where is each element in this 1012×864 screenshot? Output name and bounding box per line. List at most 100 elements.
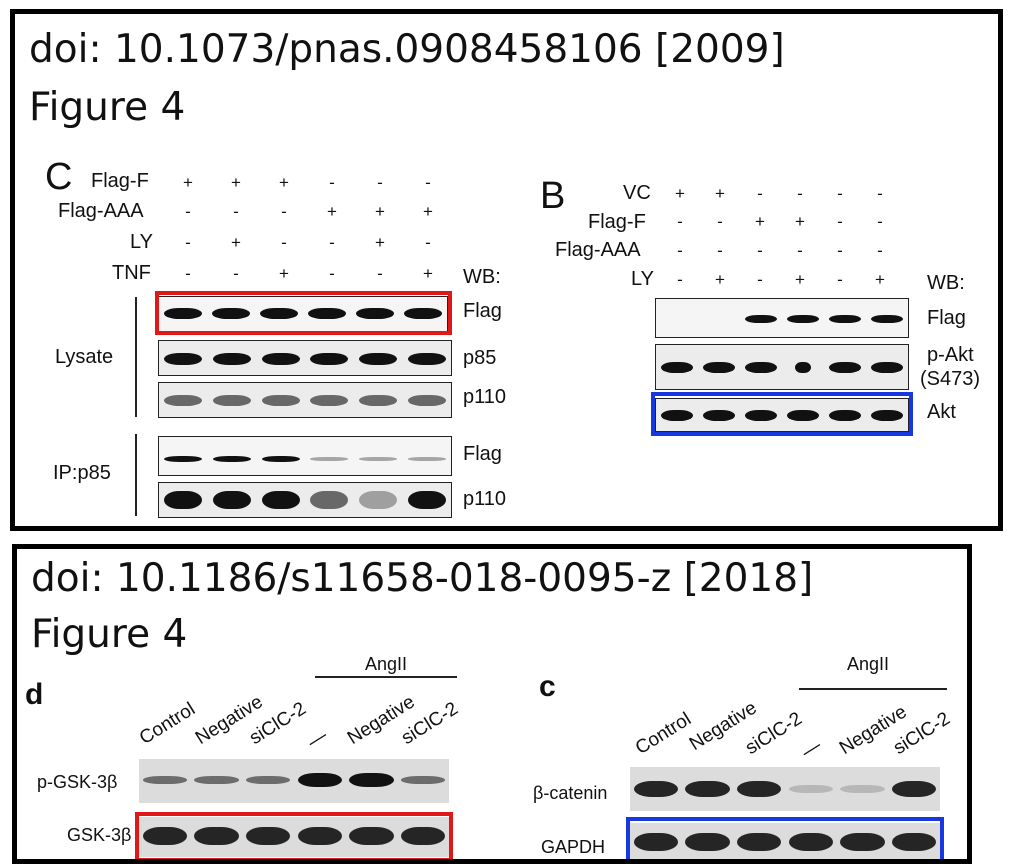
protein-band <box>261 353 300 365</box>
band-label: (S473) <box>920 368 981 390</box>
protein-band <box>744 362 778 373</box>
wb-label: WB: <box>927 272 965 294</box>
condition-sign: + <box>715 184 725 203</box>
figure-panel-2: doi: 10.1186/s11658-018-0095-z [2018] Fi… <box>12 544 972 864</box>
protein-band <box>164 456 203 462</box>
doi-citation: doi: 10.1073/pnas.0908458106 [2009] <box>29 27 785 72</box>
protein-band <box>400 776 446 784</box>
panel-letter: d <box>25 678 44 711</box>
condition-sign: - <box>677 241 683 260</box>
condition-sign: - <box>233 202 239 221</box>
protein-band <box>310 457 349 461</box>
condition-sign: - <box>877 212 883 231</box>
protein-band <box>164 353 203 365</box>
protein-band <box>736 781 782 797</box>
blot-strip <box>158 340 452 376</box>
protein-band <box>788 785 834 793</box>
protein-band <box>744 410 778 421</box>
wb-label: WB: <box>463 266 501 288</box>
highlight-box <box>626 817 944 859</box>
protein-band <box>786 315 820 323</box>
condition-sign: + <box>675 184 685 203</box>
blot-strip <box>630 767 940 811</box>
blot-strip <box>158 296 448 332</box>
condition-sign: - <box>281 202 287 221</box>
condition-label: LY <box>631 268 654 290</box>
condition-label: LY <box>130 231 153 253</box>
panel-letter: c <box>539 670 556 703</box>
protein-band <box>213 353 251 365</box>
group-label-lysate: Lysate <box>55 346 114 368</box>
protein-band <box>356 308 394 319</box>
condition-sign: - <box>757 184 763 203</box>
band-label: Flag <box>463 443 502 465</box>
condition-sign: - <box>877 241 883 260</box>
protein-band <box>744 315 778 323</box>
protein-band <box>407 395 446 406</box>
condition-sign: - <box>877 184 883 203</box>
condition-sign: + <box>423 264 433 283</box>
protein-band <box>261 456 300 462</box>
figure-title: Figure 4 <box>31 612 188 657</box>
protein-band <box>685 781 730 797</box>
lane-label: — <box>797 735 826 763</box>
protein-band <box>297 827 343 845</box>
band-label: GAPDH <box>541 837 606 857</box>
condition-sign: + <box>327 202 337 221</box>
condition-sign: - <box>797 184 803 203</box>
protein-band <box>213 395 251 406</box>
protein-band <box>828 315 862 323</box>
protein-band <box>213 456 251 462</box>
condition-sign: + <box>875 270 885 289</box>
band-label: p-GSK-3β <box>37 772 118 792</box>
condition-sign: + <box>795 270 805 289</box>
condition-sign: + <box>375 202 385 221</box>
protein-band <box>359 491 397 509</box>
protein-band <box>400 827 446 845</box>
blot-strip <box>139 759 449 803</box>
condition-sign: + <box>279 173 289 192</box>
protein-band <box>702 362 736 373</box>
blot-strip <box>655 298 909 338</box>
group-bracket <box>799 688 947 690</box>
condition-sign: - <box>837 212 843 231</box>
protein-band <box>786 410 820 421</box>
condition-sign: + <box>755 212 765 231</box>
group-label: AngII <box>365 654 408 674</box>
condition-sign: - <box>281 233 287 252</box>
protein-band <box>407 457 446 461</box>
condition-sign: - <box>425 173 431 192</box>
protein-band <box>164 395 203 406</box>
protein-band <box>828 410 862 421</box>
group-bracket <box>135 297 137 417</box>
protein-band <box>407 353 446 365</box>
condition-sign: - <box>677 212 683 231</box>
protein-band <box>407 491 446 509</box>
protein-band <box>870 315 904 323</box>
lane-label: Control <box>135 698 199 749</box>
condition-sign: - <box>797 241 803 260</box>
protein-band <box>194 827 239 845</box>
blot-strip <box>655 398 909 432</box>
protein-band <box>404 308 442 319</box>
protein-band <box>794 362 812 373</box>
highlight-box <box>135 812 453 859</box>
protein-band <box>245 776 291 784</box>
protein-band <box>660 410 694 421</box>
group-label: AngII <box>847 654 890 674</box>
protein-band <box>194 776 239 784</box>
protein-band <box>359 353 397 365</box>
protein-band <box>359 395 397 406</box>
condition-sign: - <box>677 270 683 289</box>
condition-sign: - <box>185 233 191 252</box>
protein-band <box>142 827 188 845</box>
figure-title: Figure 4 <box>29 85 186 130</box>
group-bracket <box>135 434 137 516</box>
protein-band <box>349 827 394 845</box>
condition-sign: + <box>231 173 241 192</box>
lane-label: Control <box>631 708 695 759</box>
condition-sign: - <box>185 202 191 221</box>
condition-sign: + <box>715 270 725 289</box>
protein-band <box>702 410 736 421</box>
condition-sign: + <box>231 233 241 252</box>
